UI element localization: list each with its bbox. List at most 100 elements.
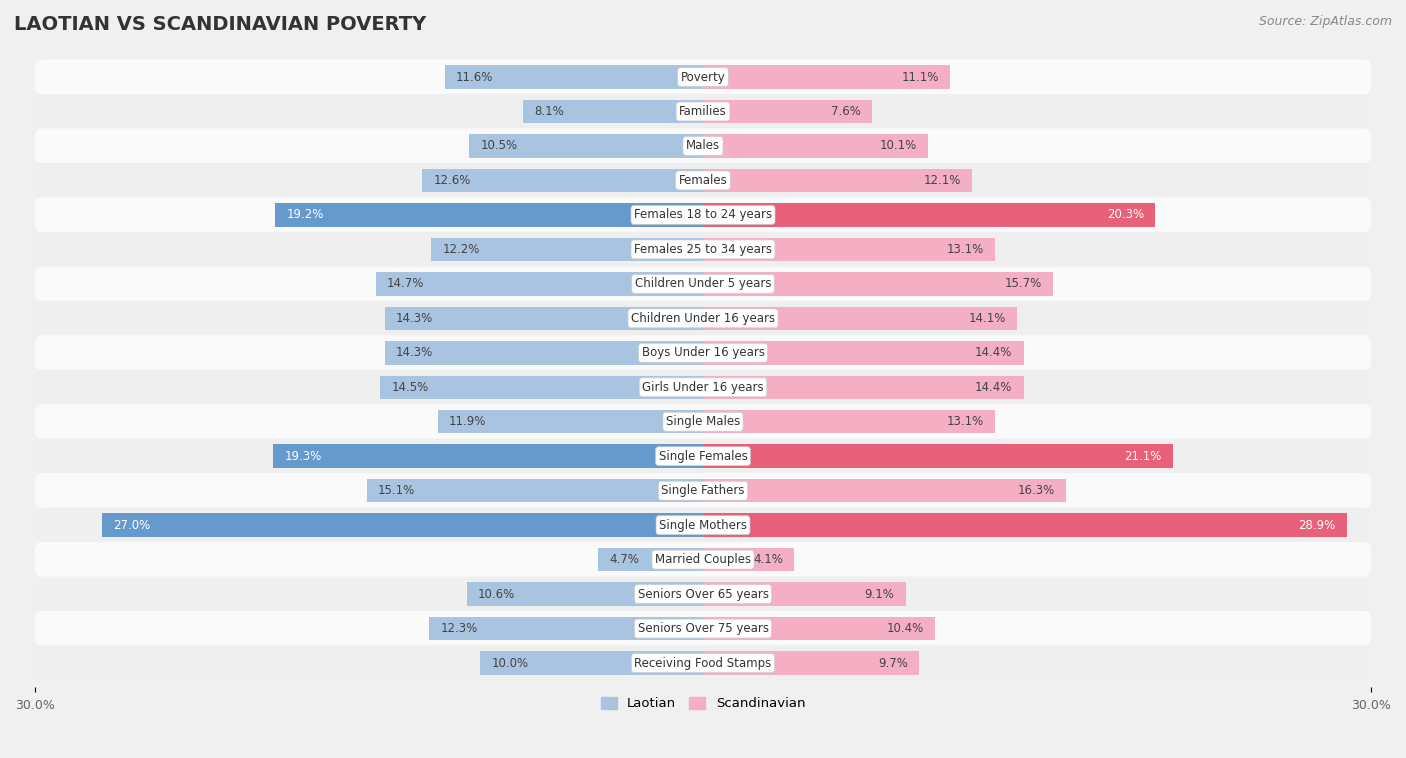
- Text: 14.4%: 14.4%: [976, 346, 1012, 359]
- Text: 21.1%: 21.1%: [1125, 449, 1161, 462]
- Bar: [380, 375, 703, 399]
- FancyBboxPatch shape: [35, 335, 1371, 371]
- Bar: [703, 444, 1173, 468]
- Text: 13.1%: 13.1%: [946, 243, 984, 256]
- Text: Boys Under 16 years: Boys Under 16 years: [641, 346, 765, 359]
- Bar: [703, 238, 994, 261]
- Text: 11.9%: 11.9%: [449, 415, 486, 428]
- Legend: Laotian, Scandinavian: Laotian, Scandinavian: [595, 691, 811, 716]
- Text: 8.1%: 8.1%: [534, 105, 564, 118]
- Text: Seniors Over 65 years: Seniors Over 65 years: [637, 587, 769, 600]
- Text: 14.1%: 14.1%: [969, 312, 1005, 325]
- Bar: [481, 651, 703, 675]
- Bar: [101, 513, 703, 537]
- FancyBboxPatch shape: [35, 542, 1371, 577]
- Text: 12.3%: 12.3%: [440, 622, 478, 635]
- Bar: [703, 479, 1066, 503]
- Text: Females: Females: [679, 174, 727, 187]
- Text: Females 18 to 24 years: Females 18 to 24 years: [634, 208, 772, 221]
- Text: 10.1%: 10.1%: [880, 139, 917, 152]
- Bar: [703, 548, 794, 572]
- Text: 10.5%: 10.5%: [481, 139, 517, 152]
- Text: Children Under 5 years: Children Under 5 years: [634, 277, 772, 290]
- Bar: [703, 134, 928, 158]
- Bar: [385, 341, 703, 365]
- Text: Single Males: Single Males: [666, 415, 740, 428]
- Text: 20.3%: 20.3%: [1107, 208, 1144, 221]
- Text: Receiving Food Stamps: Receiving Food Stamps: [634, 656, 772, 669]
- Text: 14.5%: 14.5%: [391, 381, 429, 393]
- Text: Married Couples: Married Couples: [655, 553, 751, 566]
- Bar: [703, 513, 1347, 537]
- FancyBboxPatch shape: [35, 266, 1371, 302]
- Bar: [703, 617, 935, 641]
- Bar: [703, 341, 1024, 365]
- FancyBboxPatch shape: [35, 59, 1371, 95]
- Bar: [703, 169, 973, 193]
- FancyBboxPatch shape: [35, 128, 1371, 164]
- Bar: [375, 272, 703, 296]
- Bar: [422, 169, 703, 193]
- FancyBboxPatch shape: [35, 370, 1371, 405]
- Bar: [470, 134, 703, 158]
- Text: 11.1%: 11.1%: [901, 70, 939, 83]
- FancyBboxPatch shape: [35, 439, 1371, 474]
- Bar: [429, 617, 703, 641]
- Text: 9.7%: 9.7%: [877, 656, 908, 669]
- Text: Females 25 to 34 years: Females 25 to 34 years: [634, 243, 772, 256]
- Bar: [273, 444, 703, 468]
- Bar: [439, 410, 703, 434]
- Bar: [523, 100, 703, 124]
- Text: 4.7%: 4.7%: [609, 553, 640, 566]
- Text: 28.9%: 28.9%: [1298, 518, 1336, 531]
- Bar: [703, 651, 920, 675]
- FancyBboxPatch shape: [35, 232, 1371, 267]
- Text: Children Under 16 years: Children Under 16 years: [631, 312, 775, 325]
- Text: 10.0%: 10.0%: [492, 656, 529, 669]
- Text: 16.3%: 16.3%: [1018, 484, 1054, 497]
- FancyBboxPatch shape: [35, 301, 1371, 336]
- Bar: [599, 548, 703, 572]
- Bar: [703, 272, 1053, 296]
- Text: 13.1%: 13.1%: [946, 415, 984, 428]
- Text: 14.4%: 14.4%: [976, 381, 1012, 393]
- Text: Source: ZipAtlas.com: Source: ZipAtlas.com: [1258, 15, 1392, 28]
- FancyBboxPatch shape: [35, 508, 1371, 543]
- Bar: [703, 65, 950, 89]
- Bar: [276, 203, 703, 227]
- Text: 15.7%: 15.7%: [1004, 277, 1042, 290]
- FancyBboxPatch shape: [35, 577, 1371, 612]
- Bar: [703, 582, 905, 606]
- Text: 14.3%: 14.3%: [395, 312, 433, 325]
- Text: Males: Males: [686, 139, 720, 152]
- FancyBboxPatch shape: [35, 473, 1371, 509]
- Text: 9.1%: 9.1%: [865, 587, 894, 600]
- Bar: [432, 238, 703, 261]
- Text: 15.1%: 15.1%: [378, 484, 415, 497]
- Bar: [467, 582, 703, 606]
- Text: Girls Under 16 years: Girls Under 16 years: [643, 381, 763, 393]
- Text: 10.6%: 10.6%: [478, 587, 516, 600]
- Text: Single Mothers: Single Mothers: [659, 518, 747, 531]
- Bar: [385, 306, 703, 330]
- Text: 7.6%: 7.6%: [831, 105, 860, 118]
- Text: Single Fathers: Single Fathers: [661, 484, 745, 497]
- Text: 11.6%: 11.6%: [456, 70, 494, 83]
- Bar: [703, 410, 994, 434]
- Bar: [703, 375, 1024, 399]
- Bar: [367, 479, 703, 503]
- Text: LAOTIAN VS SCANDINAVIAN POVERTY: LAOTIAN VS SCANDINAVIAN POVERTY: [14, 15, 426, 34]
- Text: 14.7%: 14.7%: [387, 277, 425, 290]
- Bar: [703, 306, 1017, 330]
- FancyBboxPatch shape: [35, 404, 1371, 440]
- Text: 4.1%: 4.1%: [754, 553, 783, 566]
- FancyBboxPatch shape: [35, 94, 1371, 129]
- Text: 19.3%: 19.3%: [284, 449, 322, 462]
- Text: Families: Families: [679, 105, 727, 118]
- Text: 12.6%: 12.6%: [433, 174, 471, 187]
- Text: 27.0%: 27.0%: [112, 518, 150, 531]
- FancyBboxPatch shape: [35, 611, 1371, 646]
- FancyBboxPatch shape: [35, 197, 1371, 233]
- Text: 12.2%: 12.2%: [443, 243, 479, 256]
- Bar: [703, 100, 872, 124]
